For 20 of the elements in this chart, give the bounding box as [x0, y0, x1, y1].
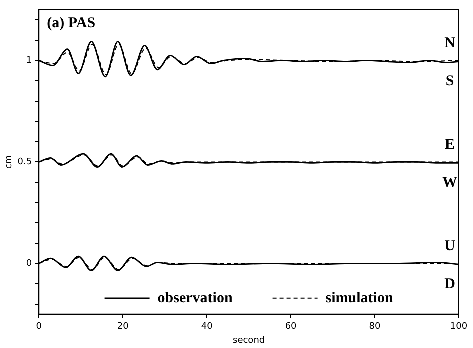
y-tick-label: 0 — [26, 259, 32, 270]
annotation: D — [444, 276, 456, 293]
legend-label: simulation — [326, 290, 394, 306]
x-tick-label: 60 — [285, 322, 298, 332]
y-axis-title: cm — [4, 155, 15, 170]
x-tick-label: 0 — [36, 322, 42, 332]
x-axis-title: second — [233, 336, 266, 346]
annotation: E — [444, 137, 456, 154]
x-tick-label: 40 — [201, 322, 214, 332]
annotation: W — [442, 175, 458, 192]
annotation: S — [446, 74, 454, 90]
y-tick-label: 1 — [26, 56, 32, 66]
y-tick-label: 0.5 — [18, 158, 32, 168]
annotation: N — [444, 36, 456, 52]
legend-label: observation — [158, 290, 234, 306]
x-tick-label: 20 — [117, 322, 130, 332]
x-tick-label: 80 — [369, 322, 382, 332]
x-tick-label: 100 — [450, 322, 468, 332]
chart-title: (a) PAS — [47, 15, 96, 32]
annotation: U — [444, 238, 456, 255]
